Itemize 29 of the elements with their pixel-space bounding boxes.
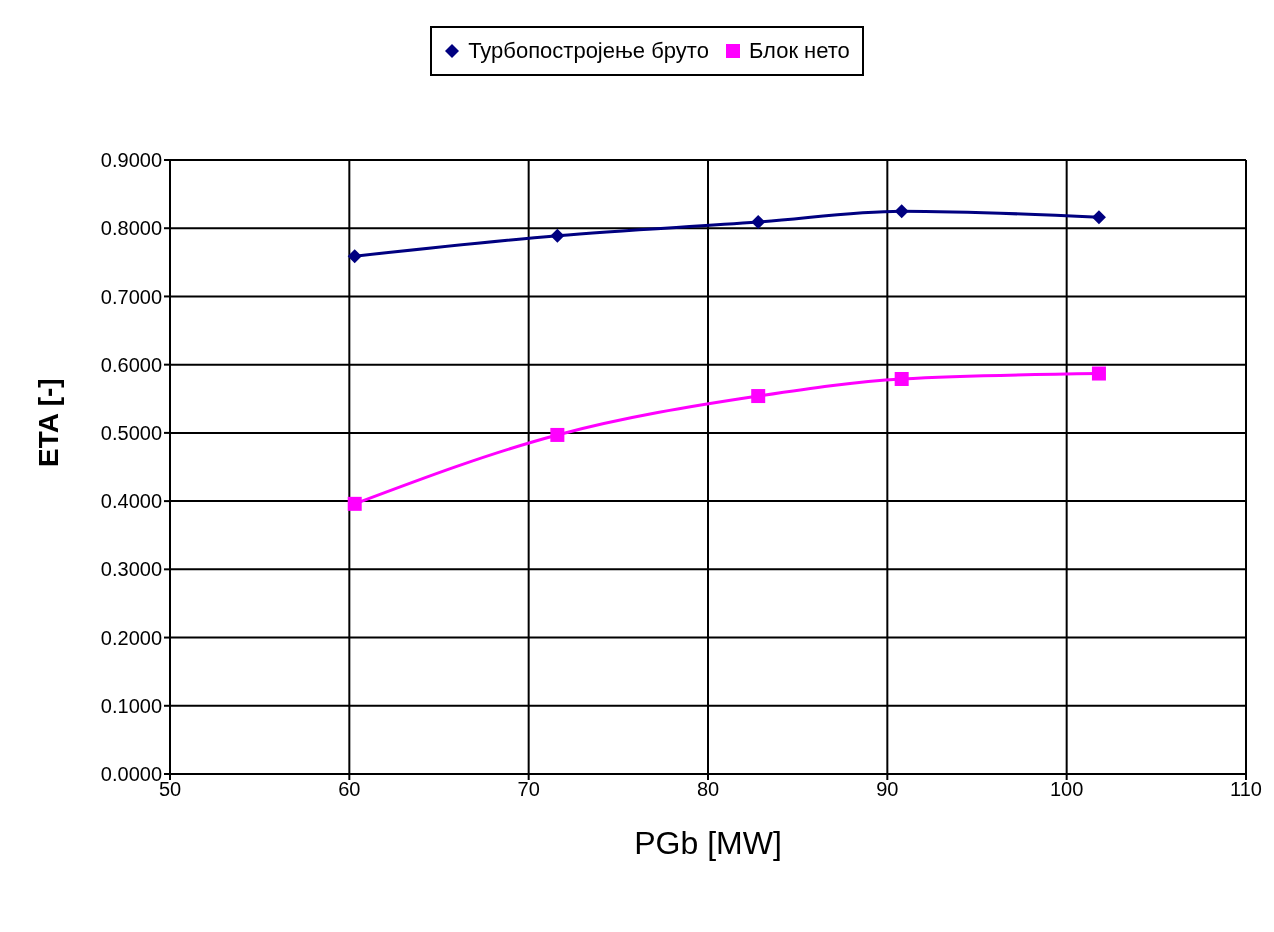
legend-label: Блок нето <box>747 38 850 64</box>
x-tick-label: 80 <box>696 778 720 801</box>
x-tick-label: 60 <box>338 778 361 801</box>
point <box>1091 366 1106 381</box>
point <box>894 371 909 386</box>
x-tick-label: 90 <box>876 778 899 801</box>
x-tick-label: 70 <box>517 778 540 801</box>
y-tick-label: 0.5000 <box>100 421 162 444</box>
point <box>751 215 766 230</box>
y-tick-label: 0.7000 <box>100 285 162 308</box>
point <box>550 228 565 243</box>
legend-label: Турбопостројење бруто <box>467 38 709 64</box>
point <box>550 427 565 442</box>
point <box>751 389 766 404</box>
x-tick-label: 100 <box>1049 778 1084 801</box>
x-tick-label: 110 <box>1230 778 1262 801</box>
point <box>1091 210 1106 225</box>
y-tick-label: 0.3000 <box>100 558 162 581</box>
point <box>347 496 362 511</box>
y-tick-label: 0.1000 <box>100 694 162 717</box>
y-axis-title: ETA [-] <box>32 378 64 467</box>
y-tick-label: 0.9000 <box>100 149 162 172</box>
y-tick-label: 0.2000 <box>100 626 162 649</box>
y-tick-label: 0.4000 <box>100 490 162 513</box>
point <box>347 249 362 264</box>
point <box>894 204 909 219</box>
y-tick-label: 0.6000 <box>100 353 162 376</box>
x-axis-title: PGb [MW] <box>634 825 782 861</box>
y-tick-label: 0.8000 <box>100 217 162 240</box>
